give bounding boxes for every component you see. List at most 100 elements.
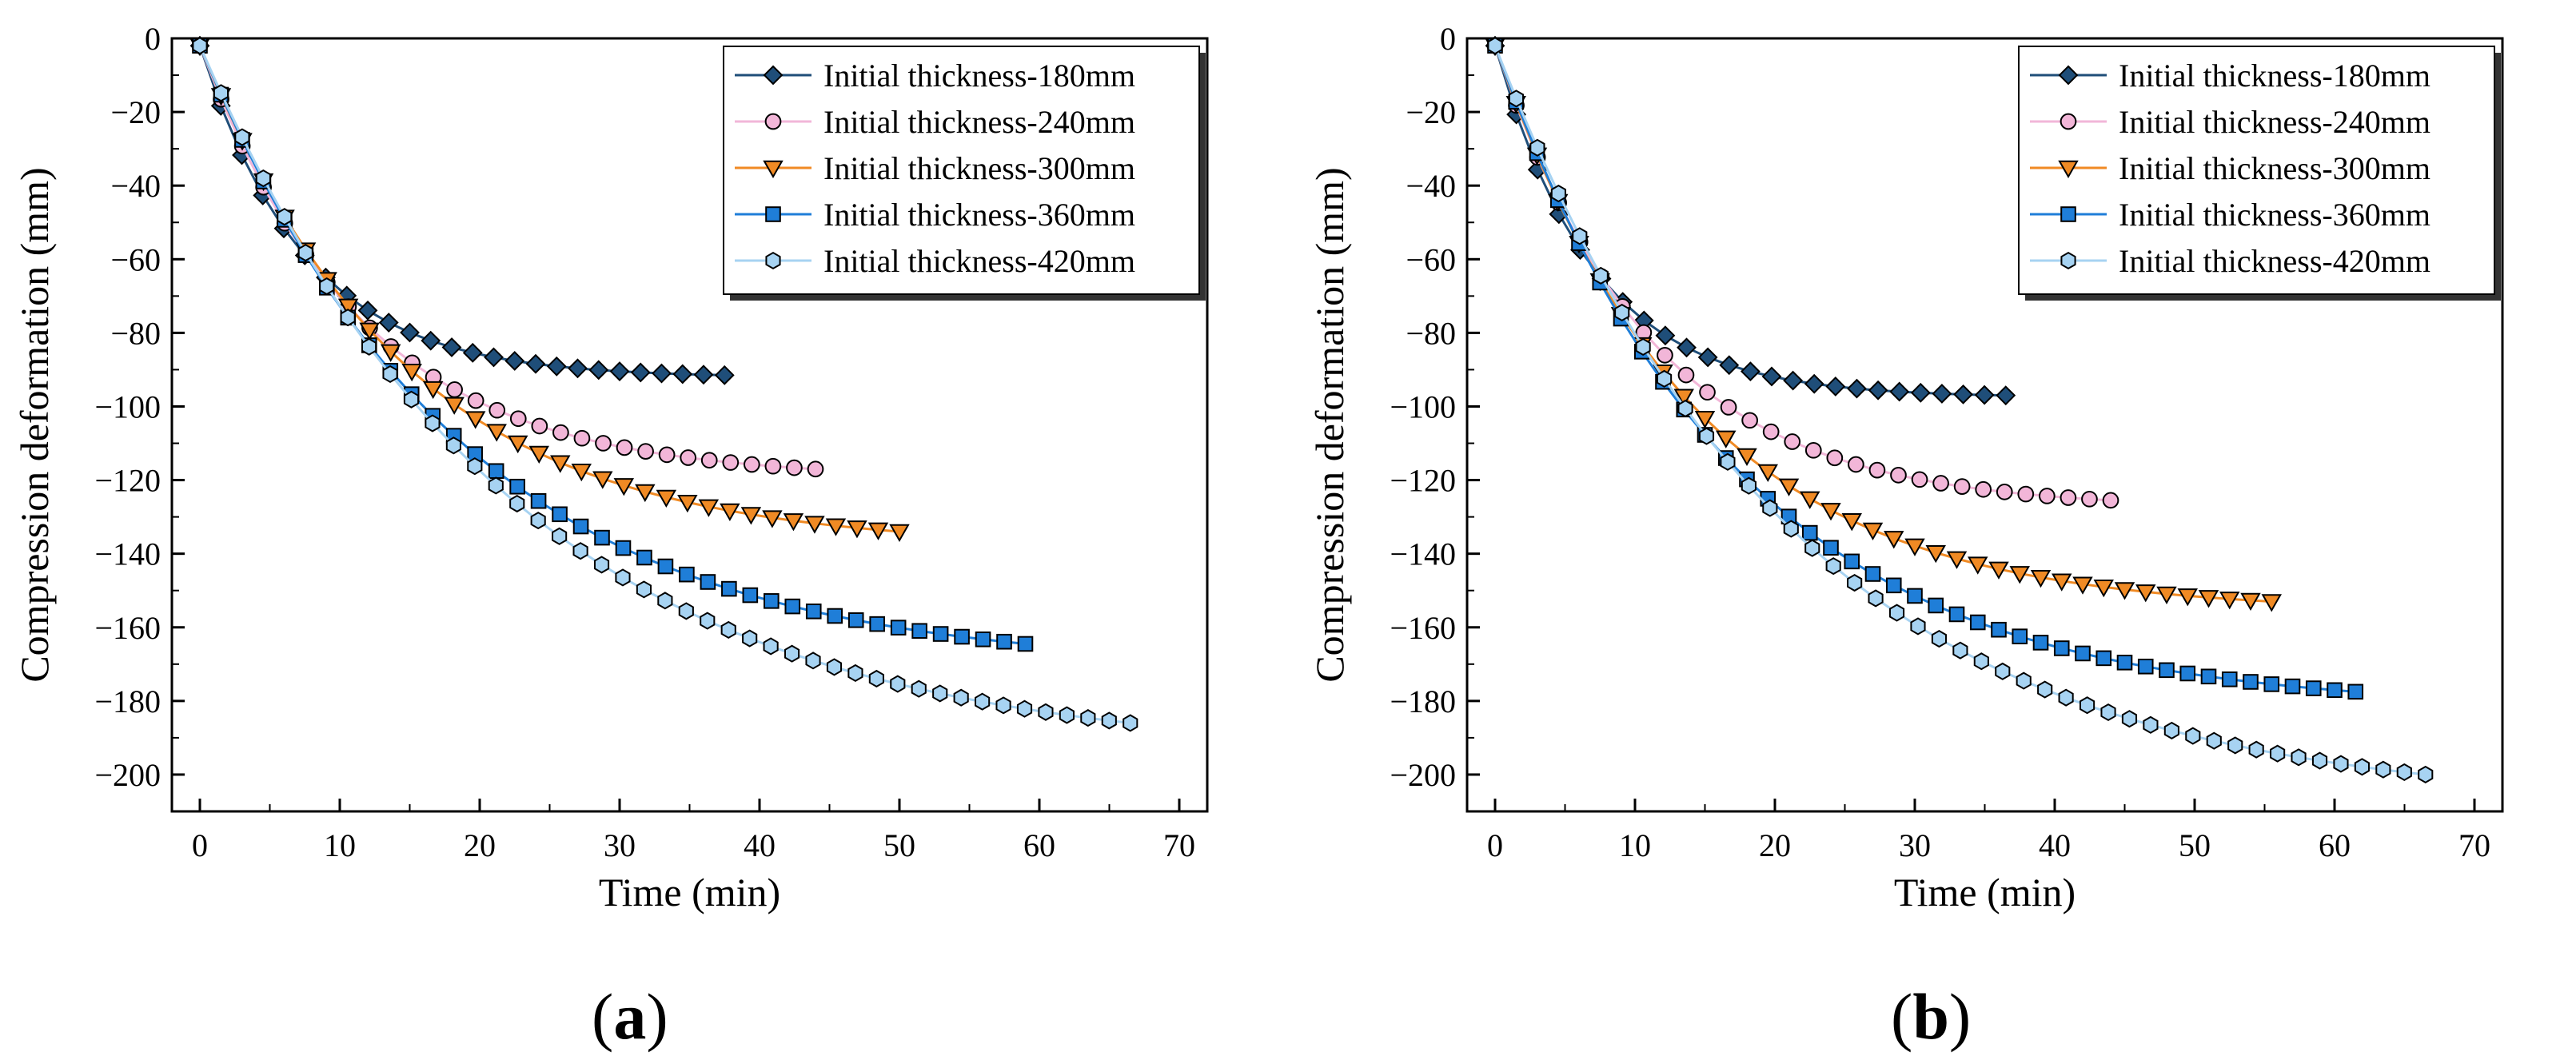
data-point (784, 644, 800, 663)
data-point (657, 558, 674, 575)
data-point (1757, 464, 1778, 482)
data-point (2032, 635, 2049, 651)
data-point (784, 598, 801, 615)
x-tick-label: 40 (2039, 827, 2071, 863)
data-point (2116, 654, 2133, 671)
data-point (1973, 652, 1989, 671)
data-point (2143, 715, 2159, 734)
data-point (2240, 592, 2261, 612)
data-point (635, 484, 656, 503)
data-point (1864, 566, 1881, 582)
data-point (636, 580, 652, 599)
data-point (401, 363, 422, 382)
data-point (488, 463, 504, 480)
data-point (825, 518, 847, 536)
data-point (2179, 665, 2196, 682)
data-point (340, 309, 356, 327)
legend-marker (763, 160, 784, 179)
data-point (467, 392, 484, 409)
data-point (380, 344, 401, 362)
data-point (1890, 467, 1907, 484)
data-point (2012, 628, 2028, 644)
data-point (1948, 606, 1965, 623)
data-point (680, 449, 697, 466)
data-point (867, 522, 889, 540)
y-tick-label: −120 (94, 463, 161, 499)
legend-marker (2058, 160, 2079, 179)
data-point (531, 417, 548, 435)
data-point (1969, 614, 1986, 631)
data-point (2137, 658, 2154, 675)
y-tick-label: −60 (1406, 241, 1456, 277)
y-tick-label: −200 (94, 757, 161, 793)
data-point (1804, 539, 1820, 557)
data-point (595, 435, 612, 452)
data-point (1868, 461, 1886, 479)
data-point (486, 424, 507, 442)
data-point (911, 679, 927, 698)
data-point (2227, 736, 2243, 755)
data-point (1783, 370, 1804, 391)
data-point (657, 592, 673, 610)
chart-panel-a: 0 10 20 30 40 50 60 70 0 −20 −40 −60 −80 −100 −120 −140… (12, 21, 1209, 915)
data-point (868, 669, 884, 688)
data-point (552, 506, 568, 523)
data-point (2185, 727, 2201, 745)
data-point (1572, 227, 1588, 245)
data-point (530, 492, 547, 509)
data-point (1487, 37, 1503, 55)
legend-box (2018, 46, 2495, 295)
legend-marker (2058, 65, 2079, 86)
data-point (2017, 485, 2035, 503)
data-point (847, 612, 864, 628)
data-point (525, 353, 546, 374)
y-axis-label: Compression deformation (mm) (1307, 167, 1352, 682)
data-point (1593, 266, 1609, 285)
data-point (2221, 671, 2238, 687)
data-point (890, 675, 906, 693)
data-point (1123, 714, 1138, 732)
data-point (847, 663, 863, 683)
data-point (1655, 325, 1676, 346)
x-tick-label: 30 (604, 827, 636, 863)
data-point (1801, 524, 1818, 541)
data-point (465, 411, 486, 429)
data-point (2291, 748, 2307, 767)
data-point (2311, 751, 2328, 770)
legend-label: Initial thickness-420mm (2119, 243, 2430, 279)
data-point (652, 363, 672, 384)
data-point (2333, 755, 2349, 773)
data-point (740, 507, 762, 525)
data-point (1694, 410, 1716, 429)
y-tick-label: −160 (1390, 610, 1456, 646)
data-point (1508, 90, 1525, 108)
data-point (2038, 488, 2056, 504)
data-point (421, 330, 441, 351)
data-point (2135, 584, 2156, 603)
data-point (2058, 688, 2074, 707)
data-point (1761, 366, 1782, 387)
y-tick-label: −160 (94, 610, 161, 646)
legend-label: Initial thickness-240mm (823, 104, 1135, 140)
data-point (805, 603, 822, 620)
data-point (422, 381, 444, 400)
x-tick-label: 70 (1163, 827, 1195, 863)
data-point (359, 322, 380, 341)
data-point (2177, 588, 2198, 607)
data-point (2159, 662, 2175, 679)
y-tick-label: −140 (94, 536, 161, 572)
data-point (1825, 557, 1841, 576)
data-point (2418, 765, 2434, 784)
x-axis-label: Time (min) (599, 870, 780, 915)
data-point (2156, 586, 2177, 605)
data-point (1720, 452, 1736, 471)
data-point (2396, 763, 2412, 782)
data-point (571, 464, 592, 482)
data-point (2198, 590, 2219, 608)
y-tick-label: −60 (110, 241, 161, 277)
data-point (721, 580, 737, 597)
data-point (1529, 138, 1545, 157)
data-point (213, 84, 229, 102)
data-point (1720, 399, 1737, 416)
